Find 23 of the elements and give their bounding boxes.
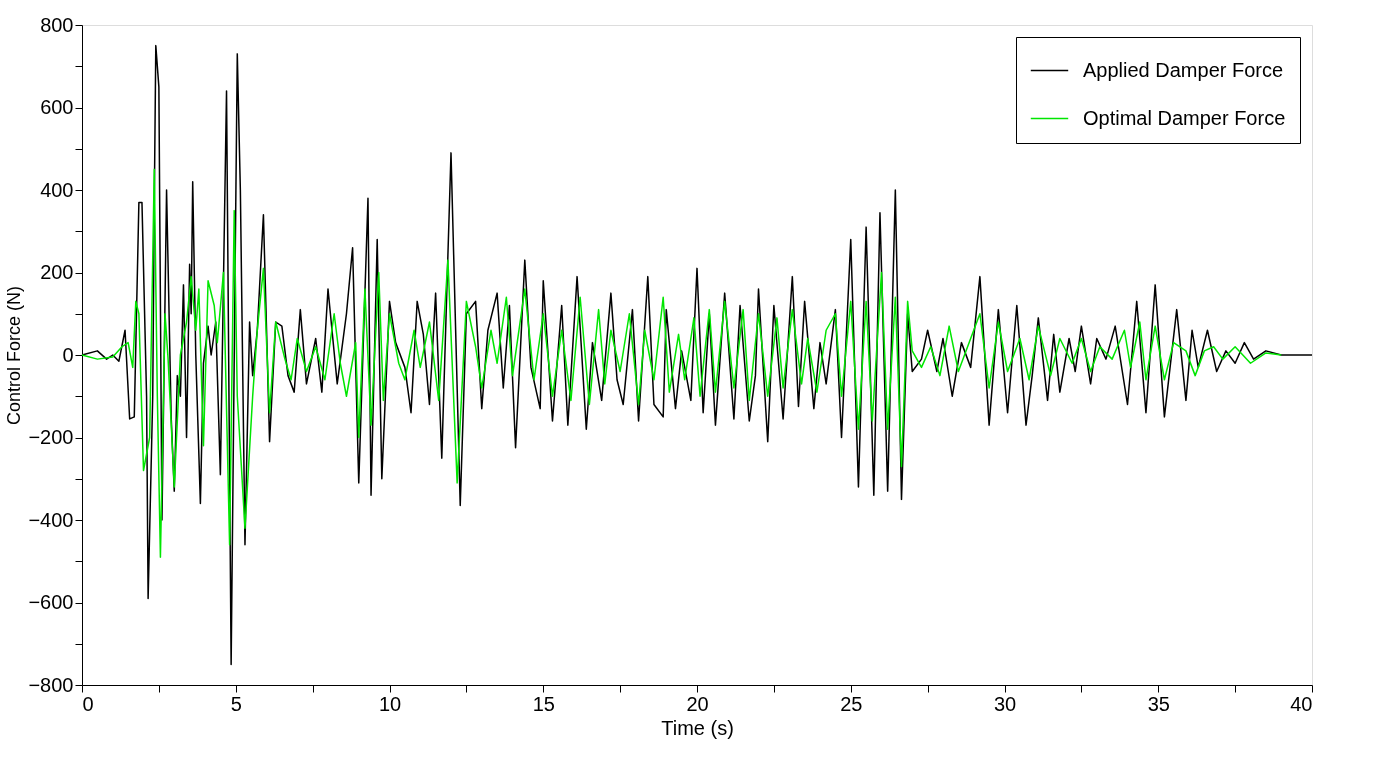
y-tick-label: 800 [40, 13, 74, 36]
y-tick-label: 600 [40, 96, 74, 118]
x-tick-label: 35 [1147, 692, 1170, 715]
line-series [81, 168, 1282, 558]
x-tick-label: 15 [532, 692, 555, 715]
x-tick-label: 0 [82, 692, 94, 715]
x-tick-label: 25 [840, 692, 863, 715]
x-axis-title: Time (s) [661, 716, 734, 739]
y-tick-label: −400 [28, 508, 74, 531]
y-tick-label: 200 [40, 261, 74, 283]
y-tick-label: −800 [28, 673, 74, 696]
x-tick-label: 10 [378, 692, 402, 715]
legend-label: Applied Damper Force [1083, 58, 1284, 81]
x-tick-label: 20 [686, 692, 709, 715]
y-tick-label: −200 [28, 426, 74, 448]
y-axis-title: Control Force (N) [4, 285, 25, 426]
legend-label: Optimal Damper Force [1083, 106, 1286, 129]
x-tick-label: 30 [993, 692, 1017, 715]
y-tick-label: 400 [40, 178, 74, 201]
y-tick-label: 0 [62, 343, 74, 366]
y-tick-label: −600 [28, 591, 74, 613]
x-tick-label: 40 [1290, 692, 1313, 715]
x-tick-label: 5 [230, 692, 242, 715]
